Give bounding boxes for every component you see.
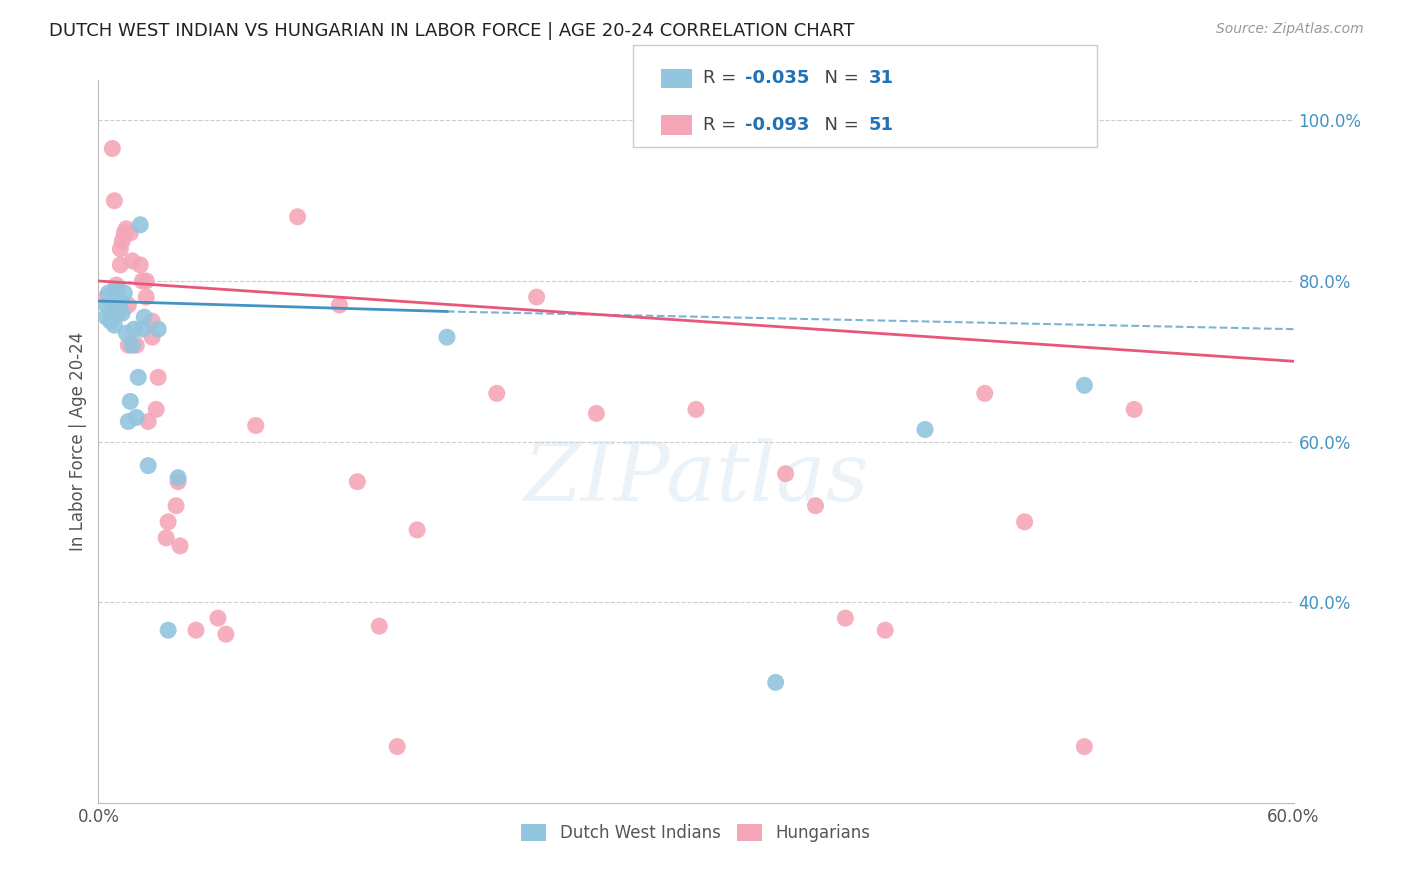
Point	[107, 306, 129, 320]
Point	[110, 293, 132, 308]
Text: N =: N =	[813, 116, 865, 134]
Point	[245, 418, 267, 433]
Text: R =: R =	[703, 116, 742, 134]
Point	[111, 306, 134, 320]
Point	[105, 298, 128, 312]
Point	[105, 277, 128, 292]
Text: Source: ZipAtlas.com: Source: ZipAtlas.com	[1216, 22, 1364, 37]
Point	[148, 322, 170, 336]
Point	[165, 499, 187, 513]
Legend: Dutch West Indians, Hungarians: Dutch West Indians, Hungarians	[515, 817, 877, 848]
Point	[111, 234, 134, 248]
Point	[96, 310, 118, 324]
Point	[765, 675, 787, 690]
Point	[346, 475, 368, 489]
Point	[973, 386, 995, 401]
Point	[98, 314, 122, 328]
Point	[136, 414, 159, 428]
Point	[1123, 402, 1146, 417]
Point	[1073, 739, 1095, 754]
Point	[585, 406, 607, 420]
Point	[97, 285, 120, 300]
Text: 31: 31	[869, 70, 894, 87]
Point	[134, 310, 156, 324]
Point	[136, 458, 159, 473]
Point	[215, 627, 238, 641]
Point	[96, 298, 118, 312]
Point	[141, 314, 163, 328]
Point	[115, 221, 138, 235]
Point	[131, 274, 153, 288]
Point	[875, 623, 897, 637]
Point	[157, 515, 180, 529]
Point	[125, 338, 148, 352]
Point	[110, 242, 132, 256]
Point	[125, 410, 148, 425]
Point	[287, 210, 309, 224]
Point	[117, 338, 139, 352]
Point	[526, 290, 548, 304]
Point	[103, 318, 125, 332]
Point	[117, 414, 139, 428]
Text: N =: N =	[813, 70, 865, 87]
Point	[385, 739, 409, 754]
Point	[131, 322, 153, 336]
Text: DUTCH WEST INDIAN VS HUNGARIAN IN LABOR FORCE | AGE 20-24 CORRELATION CHART: DUTCH WEST INDIAN VS HUNGARIAN IN LABOR …	[49, 22, 855, 40]
Y-axis label: In Labor Force | Age 20-24: In Labor Force | Age 20-24	[69, 332, 87, 551]
Point	[120, 394, 142, 409]
Point	[406, 523, 429, 537]
Point	[135, 274, 157, 288]
Point	[112, 226, 135, 240]
Point	[127, 370, 149, 384]
Text: -0.093: -0.093	[745, 116, 810, 134]
Point	[145, 402, 167, 417]
Text: R =: R =	[703, 70, 742, 87]
Point	[124, 322, 146, 336]
Point	[1073, 378, 1095, 392]
Point	[207, 611, 229, 625]
Point	[167, 475, 190, 489]
Point	[155, 531, 177, 545]
Point	[685, 402, 707, 417]
Point	[368, 619, 391, 633]
Point	[121, 253, 143, 268]
Point	[96, 290, 118, 304]
Point	[103, 194, 125, 208]
Point	[120, 226, 142, 240]
Text: ZIPatlas: ZIPatlas	[523, 438, 869, 517]
Point	[184, 623, 207, 637]
Point	[169, 539, 191, 553]
Point	[141, 330, 163, 344]
Point	[804, 499, 827, 513]
Point	[436, 330, 458, 344]
Point	[914, 422, 936, 436]
Point	[129, 218, 152, 232]
Point	[167, 470, 190, 484]
Point	[328, 298, 350, 312]
Point	[101, 293, 124, 308]
Point	[148, 370, 170, 384]
Point	[1014, 515, 1036, 529]
Text: -0.035: -0.035	[745, 70, 810, 87]
Point	[112, 285, 135, 300]
Point	[775, 467, 797, 481]
Point	[101, 141, 124, 155]
Point	[105, 301, 128, 316]
Point	[101, 306, 124, 320]
Point	[157, 623, 180, 637]
Point	[834, 611, 856, 625]
Point	[129, 258, 152, 272]
Point	[135, 290, 157, 304]
Point	[105, 282, 128, 296]
Point	[117, 298, 139, 312]
Point	[115, 326, 138, 340]
Text: 51: 51	[869, 116, 894, 134]
Point	[121, 338, 143, 352]
Point	[485, 386, 508, 401]
Point	[110, 258, 132, 272]
